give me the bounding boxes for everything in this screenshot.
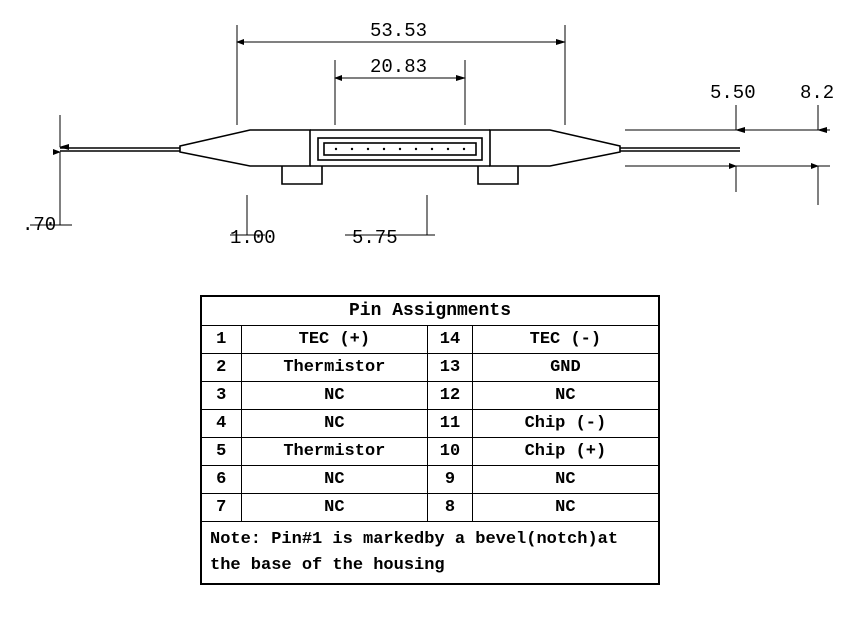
pin-label-right: NC <box>472 466 659 494</box>
pin-number-left: 3 <box>201 382 241 410</box>
pin-number-left: 6 <box>201 466 241 494</box>
table-row: 4NC11Chip (-) <box>201 410 659 438</box>
pin-label-left: TEC (+) <box>241 326 428 354</box>
pin-label-right: Chip (-) <box>472 410 659 438</box>
table-row: 7NC8NC <box>201 494 659 522</box>
table-row: 2Thermistor13GND <box>201 354 659 382</box>
pin-assignments-section: Pin Assignments 1TEC (+)14TEC (-)2Thermi… <box>200 295 660 585</box>
table-row: 1TEC (+)14TEC (-) <box>201 326 659 354</box>
dim-53-53: 53.53 <box>370 20 427 42</box>
pin-label-right: NC <box>472 382 659 410</box>
pin-label-left: Thermistor <box>241 354 428 382</box>
pin-number-left: 1 <box>201 326 241 354</box>
table-row: 3NC12NC <box>201 382 659 410</box>
pin-number-left: 5 <box>201 438 241 466</box>
pin-label-left: NC <box>241 410 428 438</box>
pin-label-right: Chip (+) <box>472 438 659 466</box>
table-title: Pin Assignments <box>201 296 659 326</box>
pin-label-left: NC <box>241 494 428 522</box>
pin-number-right: 11 <box>428 410 473 438</box>
pin-label-left: NC <box>241 382 428 410</box>
pin-number-right: 12 <box>428 382 473 410</box>
dim-5-75: 5.75 <box>352 227 398 249</box>
pin-number-left: 7 <box>201 494 241 522</box>
pin-label-right: NC <box>472 494 659 522</box>
pin-label-left: NC <box>241 466 428 494</box>
pin-label-left: Thermistor <box>241 438 428 466</box>
pin-label-right: TEC (-) <box>472 326 659 354</box>
dim-8-2: 8.2 <box>800 82 834 104</box>
pin-number-right: 14 <box>428 326 473 354</box>
pin-number-right: 13 <box>428 354 473 382</box>
drawing-svg: 53.53 20.83 5.50 8.2 .70 1.00 5.75 <box>0 0 859 270</box>
table-row: 5Thermistor10Chip (+) <box>201 438 659 466</box>
dim-20-83: 20.83 <box>370 56 427 78</box>
pin-number-left: 4 <box>201 410 241 438</box>
pin-label-right: GND <box>472 354 659 382</box>
pin-assignments-table: Pin Assignments 1TEC (+)14TEC (-)2Thermi… <box>200 295 660 585</box>
table-note: Note: Pin#1 is markedby a bevel(notch)at… <box>201 522 659 585</box>
pin-number-right: 10 <box>428 438 473 466</box>
dim-0-70: .70 <box>22 214 56 236</box>
mechanical-drawing: 53.53 20.83 5.50 8.2 .70 1.00 5.75 <box>0 0 859 270</box>
table-row: 6NC9NC <box>201 466 659 494</box>
dim-5-50: 5.50 <box>710 82 756 104</box>
pin-number-right: 8 <box>428 494 473 522</box>
pin-number-right: 9 <box>428 466 473 494</box>
dim-1-00: 1.00 <box>230 227 276 249</box>
pin-number-left: 2 <box>201 354 241 382</box>
